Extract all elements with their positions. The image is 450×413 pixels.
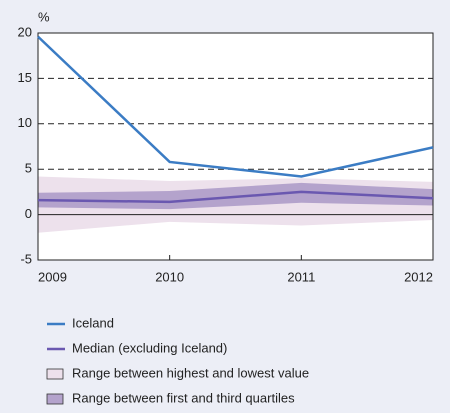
legend-swatch bbox=[46, 368, 64, 380]
legend-label: Median (excluding Iceland) bbox=[72, 340, 227, 355]
y-tick-label: 5 bbox=[25, 161, 32, 176]
legend-label: Range between highest and lowest value bbox=[72, 365, 309, 380]
y-tick-label: 20 bbox=[18, 24, 32, 39]
y-tick-label: 15 bbox=[18, 70, 32, 85]
legend-label: Iceland bbox=[72, 315, 114, 330]
y-tick-label: -5 bbox=[20, 251, 32, 266]
legend-swatch bbox=[46, 393, 64, 405]
y-tick-label: 10 bbox=[18, 115, 32, 130]
x-tick-label: 2011 bbox=[287, 269, 315, 284]
plot-border bbox=[37, 32, 434, 261]
unit-label: % bbox=[38, 9, 50, 24]
x-tick-label: 2009 bbox=[38, 269, 67, 284]
legend-label: Range between first and third quartiles bbox=[72, 390, 295, 405]
line bbox=[37, 35, 434, 178]
y-tick-label: 0 bbox=[25, 206, 32, 221]
x-tick-label: 2010 bbox=[155, 269, 184, 284]
x-tick-label: 2012 bbox=[404, 269, 433, 284]
line bbox=[37, 190, 434, 204]
